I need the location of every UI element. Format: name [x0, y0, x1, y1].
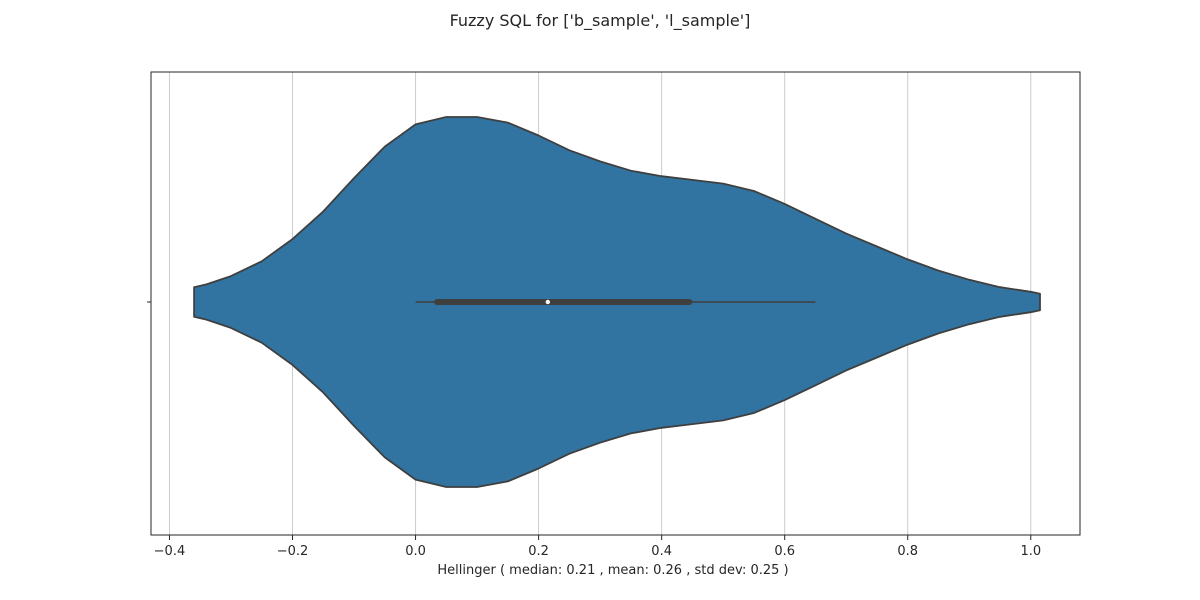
violin-layer [193, 116, 1041, 488]
x-axis-label: Hellinger ( median: 0.21 , mean: 0.26 , … [437, 563, 788, 578]
x-tick-label: 0.6 [774, 544, 795, 559]
x-tick-label: 0.0 [405, 544, 426, 559]
x-tick-label: −0.2 [277, 544, 309, 559]
plot-frame [150, 71, 1081, 536]
x-tick-label: 0.4 [651, 544, 672, 559]
x-tick-label: 0.2 [528, 544, 549, 559]
x-tick-label: −0.4 [154, 544, 186, 559]
x-tick-label: 0.8 [897, 544, 918, 559]
x-tick-label: 1.0 [1020, 544, 1041, 559]
chart-title: Fuzzy SQL for ['b_sample', 'l_sample'] [450, 11, 751, 31]
x-axis-ticks: −0.4 −0.2 0.0 0.2 0.4 0.6 0.8 1.0 [154, 535, 1041, 559]
median-marker [545, 299, 551, 305]
